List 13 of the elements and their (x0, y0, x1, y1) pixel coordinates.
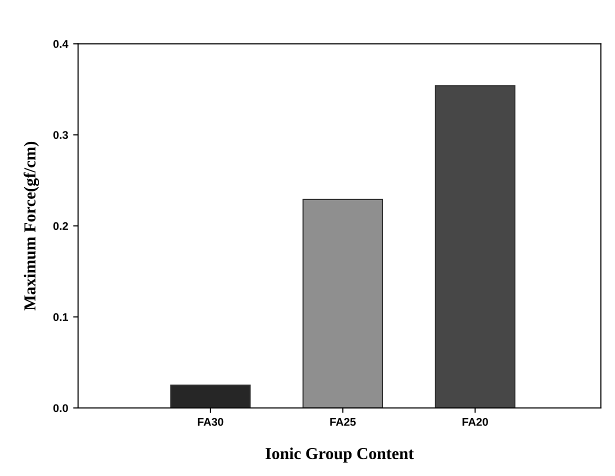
y-tick-label: 0.1 (53, 313, 68, 322)
y-axis-title: Maximum Force(gf/cm) (24, 142, 40, 310)
bar (434, 85, 516, 408)
y-tick-label: 0.3 (53, 131, 68, 139)
x-tick-label: FA30 (198, 418, 224, 426)
x-tick-label: FA20 (462, 418, 488, 426)
bar (302, 198, 384, 408)
x-axis-title: Ionic Group Content (266, 447, 414, 463)
bar (170, 384, 251, 408)
y-tick-label: 0.0 (53, 404, 68, 412)
y-tick-label: 0.4 (53, 40, 68, 48)
x-tick-label: FA25 (330, 418, 356, 426)
y-tick-label: 0.2 (53, 222, 68, 230)
